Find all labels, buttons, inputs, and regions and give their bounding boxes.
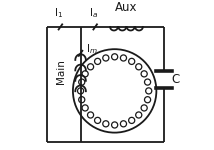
Text: Aux: Aux — [115, 1, 138, 14]
Text: I$_a$: I$_a$ — [89, 6, 98, 20]
Text: Main: Main — [56, 59, 66, 84]
Text: I$_m$: I$_m$ — [86, 42, 98, 56]
Text: I$_1$: I$_1$ — [54, 6, 64, 20]
Text: C: C — [172, 73, 180, 86]
